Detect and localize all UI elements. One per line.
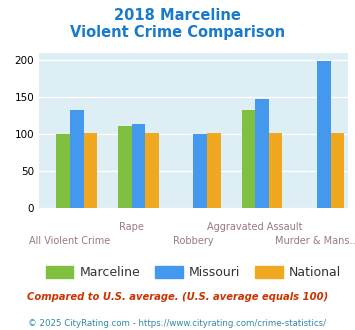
Text: Rape: Rape — [119, 222, 144, 232]
Text: Violent Crime Comparison: Violent Crime Comparison — [70, 25, 285, 40]
Bar — [56, 134, 70, 208]
Bar — [83, 133, 97, 208]
Text: Murder & Mans...: Murder & Mans... — [275, 236, 355, 246]
Bar — [207, 133, 221, 208]
Bar — [317, 61, 331, 208]
Bar — [145, 133, 159, 208]
Bar — [132, 124, 145, 208]
Bar — [269, 133, 283, 208]
Text: 2018 Marceline: 2018 Marceline — [114, 8, 241, 23]
Bar — [255, 99, 269, 208]
Bar — [331, 133, 344, 208]
Bar — [118, 126, 132, 208]
Legend: Marceline, Missouri, National: Marceline, Missouri, National — [41, 261, 346, 284]
Bar — [242, 110, 255, 208]
Text: Compared to U.S. average. (U.S. average equals 100): Compared to U.S. average. (U.S. average … — [27, 292, 328, 302]
Text: All Violent Crime: All Violent Crime — [29, 236, 110, 246]
Text: Aggravated Assault: Aggravated Assault — [207, 222, 303, 232]
Text: © 2025 CityRating.com - https://www.cityrating.com/crime-statistics/: © 2025 CityRating.com - https://www.city… — [28, 319, 327, 328]
Bar — [70, 111, 83, 208]
Bar — [193, 134, 207, 208]
Text: Robbery: Robbery — [173, 236, 214, 246]
